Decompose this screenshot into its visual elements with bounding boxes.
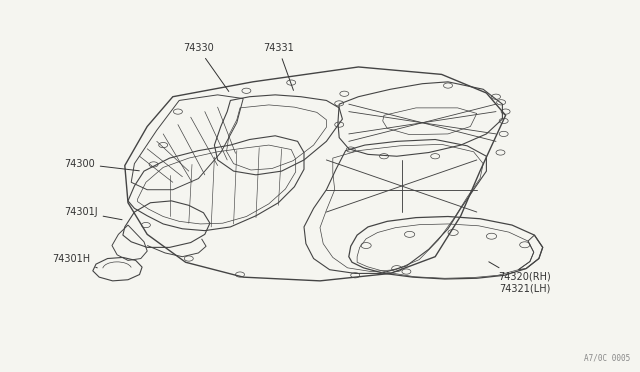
Text: 74301H: 74301H [52,254,97,268]
Text: 74330: 74330 [183,44,228,92]
Text: 74300: 74300 [64,159,140,171]
Text: 74320(RH)
74321(LH): 74320(RH) 74321(LH) [489,262,551,294]
Text: 74331: 74331 [263,44,294,90]
Text: 74301J: 74301J [64,207,122,220]
Text: A7/0C 0005: A7/0C 0005 [584,354,630,363]
